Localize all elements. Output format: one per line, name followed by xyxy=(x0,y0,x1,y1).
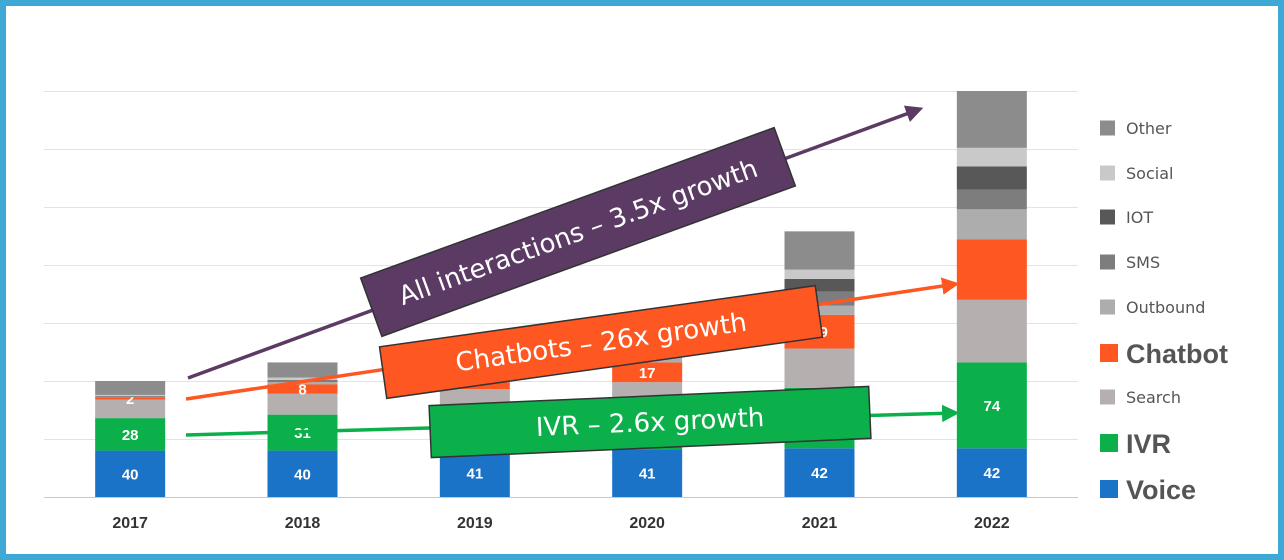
x-tick-label: 2020 xyxy=(629,515,665,532)
x-tick-label: 2021 xyxy=(802,515,838,532)
bar-segment-search-2017 xyxy=(95,399,166,419)
bar-segment-other-2017 xyxy=(95,381,166,395)
legend-swatch-voice xyxy=(1100,480,1118,498)
legend: Other Social IOT SMS Outbound Chatbot Search IV… xyxy=(1100,119,1228,505)
growth-banner: IVR – 2.6x growth xyxy=(428,385,872,459)
bar-segment-chatbot-2017 xyxy=(95,397,166,400)
bar-segment-chatbot-2018 xyxy=(267,384,338,394)
data-label-chatbot-2018: 8 xyxy=(298,382,306,399)
bar-segment-voice-2018 xyxy=(267,450,338,497)
legend-label-chatbot: Chatbot xyxy=(1126,339,1228,369)
legend-swatch-ivr xyxy=(1100,434,1118,452)
data-label-chatbot-2020: 17 xyxy=(639,365,656,382)
legend-label-ivr: IVR xyxy=(1126,429,1171,459)
bar-segment-outbound-2022 xyxy=(956,209,1027,240)
bar-segment-voice-2022 xyxy=(956,448,1027,497)
bar-segment-chatbot-2022 xyxy=(956,239,1027,300)
bar-segment-other-2022 xyxy=(956,91,1027,148)
x-tick-label: 2022 xyxy=(974,515,1010,532)
legend-label-sms: SMS xyxy=(1126,253,1160,272)
legend-label-outbound: Outbound xyxy=(1126,298,1205,317)
data-label-voice-2019: 41 xyxy=(466,466,483,483)
bar-segment-social-2022 xyxy=(956,147,1027,167)
data-label-voice-2018: 40 xyxy=(294,466,311,483)
bar-segment-voice-2020 xyxy=(612,449,683,497)
data-label-ivr-2018: 31 xyxy=(294,425,311,442)
data-label-ivr-2017: 28 xyxy=(122,427,139,444)
bar-segment-other-2018 xyxy=(267,362,338,378)
legend-label-search: Search xyxy=(1126,388,1181,407)
bar-segment-search-2018 xyxy=(267,393,338,415)
bar-segment-social-2021 xyxy=(784,269,855,279)
bar-segment-search-2021 xyxy=(784,348,855,388)
bar-segment-social-2017 xyxy=(95,394,166,397)
legend-swatch-sms xyxy=(1100,254,1115,270)
x-axis-ticks: 2017 2018 2019 2020 2021 2022 xyxy=(112,515,1009,532)
legend-label-voice: Voice xyxy=(1126,475,1196,505)
growth-banner-box xyxy=(359,126,797,338)
bar-segment-outbound-2021 xyxy=(784,305,855,315)
bar-segment-chatbot-2020 xyxy=(612,362,683,383)
legend-swatch-other xyxy=(1100,120,1115,136)
growth-banner-box xyxy=(428,385,872,459)
bar-segment-sms-2017 xyxy=(95,396,166,398)
growth-banner-text: All interactions – 3.5x growth xyxy=(395,154,762,312)
legend-label-other: Other xyxy=(1126,119,1172,138)
bar-segment-iot-2022 xyxy=(956,166,1027,190)
bar-segment-ivr-2022 xyxy=(956,362,1027,449)
legend-swatch-outbound xyxy=(1100,299,1115,315)
legend-swatch-iot xyxy=(1100,209,1115,225)
bar-segment-search-2022 xyxy=(956,299,1027,363)
x-tick-label: 2017 xyxy=(112,515,148,532)
data-label-voice-2020: 41 xyxy=(639,466,656,483)
bar-segment-voice-2021 xyxy=(784,448,855,497)
bar-segment-voice-2017 xyxy=(95,450,166,497)
bar-segment-ivr-2017 xyxy=(95,418,166,451)
legend-label-iot: IOT xyxy=(1126,208,1153,227)
data-label-chatbot-2017: 2 xyxy=(126,391,134,408)
growth-banner-box xyxy=(378,284,824,400)
x-tick-label: 2018 xyxy=(285,515,321,532)
bar-segment-sms-2022 xyxy=(956,189,1027,210)
legend-swatch-search xyxy=(1100,389,1115,405)
bar-segment-other-2021 xyxy=(784,231,855,270)
x-tick-label: 2019 xyxy=(457,515,493,532)
data-label-voice-2021: 42 xyxy=(811,465,828,482)
legend-label-social: Social xyxy=(1126,164,1173,183)
legend-swatch-social xyxy=(1100,165,1115,181)
bar-segment-social-2018 xyxy=(267,377,338,380)
legend-swatch-chatbot xyxy=(1100,344,1118,362)
data-label-voice-2022: 42 xyxy=(983,465,1000,482)
data-label-ivr-2022: 74 xyxy=(983,398,1000,415)
data-label-voice-2017: 40 xyxy=(122,466,139,483)
